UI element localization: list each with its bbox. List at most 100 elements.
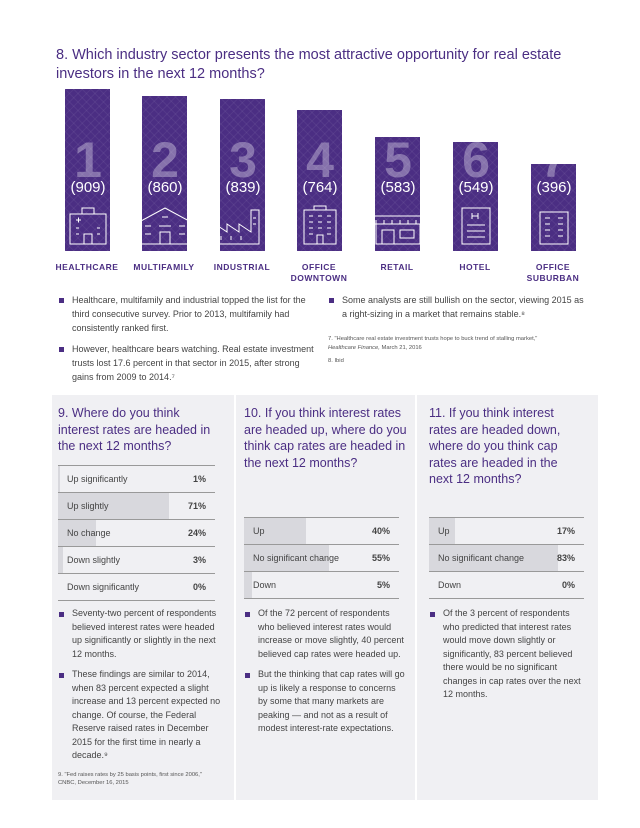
survey-panel xyxy=(52,395,598,800)
answer-percent: 55% xyxy=(371,553,390,563)
answer-percent: 24% xyxy=(187,528,206,538)
question-8-title: 8. Which industry sector presents the mo… xyxy=(56,47,562,82)
answer-percent: 3% xyxy=(192,555,206,565)
hotel-icon xyxy=(440,204,512,246)
column-divider xyxy=(234,395,236,800)
list-item: Of the 72 percent of respondents who bel… xyxy=(244,607,406,661)
response-count: (396) xyxy=(536,179,572,196)
list-item: But the thinking that cap rates will go … xyxy=(244,668,406,736)
table-row: Down 5% xyxy=(244,572,399,599)
footnote-8: 8. Ibid xyxy=(328,358,344,364)
answer-label: Up xyxy=(253,526,265,536)
answer-label: Up xyxy=(438,526,450,536)
rank-number: 2 xyxy=(151,132,179,188)
list-item: Healthcare, multifamily and industrial t… xyxy=(58,293,320,335)
table-row: No significant change 83% xyxy=(429,545,584,572)
response-count: (549) xyxy=(458,179,494,196)
q9-results-table: Up significantly 1% Up slightly 71% No chang… xyxy=(58,465,215,601)
rank-number: 7 xyxy=(540,132,568,188)
table-row: Up significantly 1% xyxy=(58,465,215,493)
answer-label: No significant change xyxy=(438,553,525,563)
answer-label: Down xyxy=(438,580,462,590)
question-10-title: 10. If you think interest rates are head… xyxy=(244,406,407,470)
column-divider xyxy=(415,395,417,800)
list-item: Of the 3 percent of respondents who pred… xyxy=(429,607,581,702)
hospital-icon xyxy=(52,204,124,246)
rank-number: 5 xyxy=(384,132,412,188)
response-count: (909) xyxy=(70,179,106,196)
sector-label: OFFICE DOWNTOWN xyxy=(290,262,348,283)
q11-notes: Of the 3 percent of respondents who pred… xyxy=(429,607,581,709)
answer-percent: 83% xyxy=(556,553,575,563)
percent-bar xyxy=(58,466,60,492)
response-count: (583) xyxy=(380,179,416,196)
answer-label: Down significantly xyxy=(67,582,140,592)
storefront-icon xyxy=(362,204,434,246)
footnote-9: 9. "Fed raises rates by 25 basis points,… xyxy=(58,771,202,787)
sector-label: RETAIL xyxy=(380,262,414,272)
percent-bar xyxy=(429,518,456,544)
percent-bar xyxy=(58,547,63,573)
percent-bar xyxy=(58,520,96,546)
answer-label: No change xyxy=(67,528,111,538)
answer-percent: 0% xyxy=(192,582,206,592)
factory-icon xyxy=(207,204,279,246)
percent-bar xyxy=(429,545,558,571)
apartment-icon xyxy=(129,204,201,246)
answer-percent: 40% xyxy=(371,526,390,536)
sector-bar xyxy=(142,96,187,251)
table-row: Up slightly 71% xyxy=(58,493,215,520)
q8-notes-left: Healthcare, multifamily and industrial t… xyxy=(58,293,320,391)
list-item: However, healthcare bears watching. Real… xyxy=(58,342,320,384)
sector-label: HOTEL xyxy=(459,262,491,272)
office-building-icon xyxy=(518,204,590,246)
q10-results-table: Up 40% No significant change 55% Down 5% xyxy=(244,517,399,599)
answer-label: Down slightly xyxy=(67,555,121,565)
table-row: Down 0% xyxy=(429,572,584,599)
question-11-title: 11. If you think interest rates are head… xyxy=(429,406,561,486)
table-row: Down significantly 0% xyxy=(58,574,215,601)
rank-number: 6 xyxy=(462,132,490,188)
table-row: No change 24% xyxy=(58,520,215,547)
q10-notes: Of the 72 percent of respondents who bel… xyxy=(244,607,406,743)
sector-label: OFFICE SUBURBAN xyxy=(526,262,580,283)
answer-percent: 0% xyxy=(561,580,575,590)
footnote-7: 7. "Healthcare real estate investment tr… xyxy=(328,336,538,351)
q9-notes: Seventy-two percent of respondents belie… xyxy=(58,607,223,788)
sector-label: MULTIFAMILY xyxy=(133,262,195,272)
response-count: (764) xyxy=(302,179,338,196)
response-count: (839) xyxy=(225,179,261,196)
sector-bar xyxy=(375,136,420,251)
answer-percent: 17% xyxy=(556,526,575,536)
question-9-title: 9. Where do you think interest rates are… xyxy=(58,406,211,453)
rank-number: 4 xyxy=(306,132,334,188)
office-tower-icon xyxy=(284,204,356,246)
table-row: Down slightly 3% xyxy=(58,547,215,574)
answer-percent: 5% xyxy=(376,580,390,590)
q8-notes-right: Some analysts are still bullish on the s… xyxy=(328,293,590,366)
response-count: (860) xyxy=(147,179,183,196)
answer-percent: 71% xyxy=(187,501,206,511)
answer-label: Up significantly xyxy=(67,474,128,484)
list-item: Some analysts are still bullish on the s… xyxy=(328,293,590,321)
sector-label: INDUSTRIAL xyxy=(213,262,271,272)
percent-bar xyxy=(244,518,306,544)
sector-ranking-chart: 1 (909) HEALTHCARE 2 (860) MULTIFAMILY 3 (839) I… xyxy=(0,89,640,285)
q11-results-table: Up 17% No significant change 83% Down 0% xyxy=(429,517,584,599)
table-row: Up 40% xyxy=(244,517,399,545)
percent-bar xyxy=(58,493,170,519)
answer-percent: 1% xyxy=(192,474,206,484)
percent-bar xyxy=(244,572,252,598)
percent-bar xyxy=(244,545,330,571)
answer-label: Down xyxy=(253,580,277,590)
rank-number: 1 xyxy=(74,132,102,188)
table-row: Up 17% xyxy=(429,517,584,545)
sector-label: HEALTHCARE xyxy=(55,262,119,272)
answer-label: Up slightly xyxy=(67,501,109,511)
answer-label: No significant change xyxy=(253,553,340,563)
table-row: No significant change 55% xyxy=(244,545,399,572)
rank-number: 3 xyxy=(229,132,257,188)
list-item: Seventy-two percent of respondents belie… xyxy=(58,607,223,661)
sector-bar xyxy=(65,89,110,251)
list-item: These findings are similar to 2014, when… xyxy=(58,668,223,763)
